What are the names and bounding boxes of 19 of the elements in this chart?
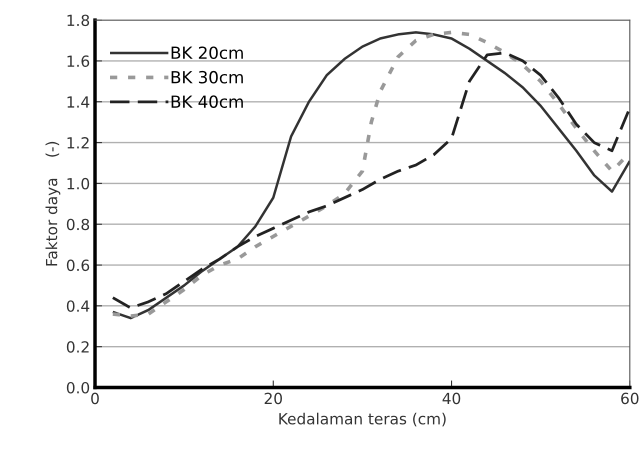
y-tick-label: 1.0 — [68, 178, 90, 190]
legend-label: BK 30cm — [172, 70, 243, 84]
x-axis-title: Kedalaman teras (cm) — [279, 412, 446, 426]
y-tick-label: 1.8 — [68, 14, 90, 26]
x-tick-label: 40 — [442, 392, 460, 404]
y-tick-label: 0.0 — [66, 382, 90, 394]
x-tick-label: 0 — [91, 392, 99, 404]
y-tick-label: 1.4 — [68, 96, 90, 108]
y-tick-label: 0.6 — [66, 260, 90, 272]
y-tick-label: 0.2 — [66, 341, 89, 353]
x-tick-label: 60 — [621, 392, 639, 404]
y-axis-title: Faktor daya (-) — [46, 142, 60, 266]
y-tick-label: 1.6 — [68, 55, 90, 67]
legend-label: BK 20cm — [172, 46, 243, 60]
y-tick-label: 0.4 — [66, 300, 90, 312]
y-tick-label: 1.2 — [68, 137, 89, 148]
x-tick-label: 20 — [264, 392, 282, 404]
y-tick-label: 0.8 — [66, 218, 90, 230]
legend-label: BK 40cm — [172, 95, 243, 108]
